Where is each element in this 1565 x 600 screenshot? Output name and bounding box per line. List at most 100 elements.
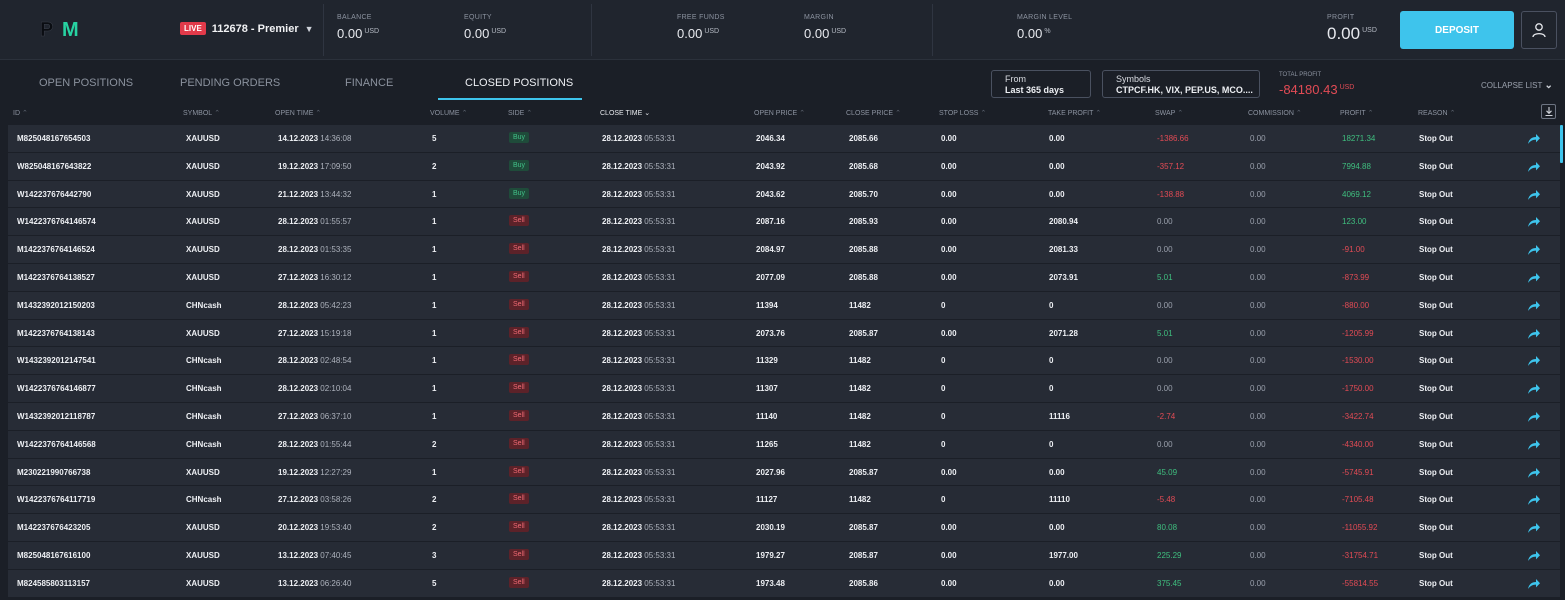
cell-symbol: XAUUSD bbox=[186, 467, 220, 477]
logo-letter-p: P bbox=[40, 19, 54, 42]
close-date: 28.12.2023 bbox=[602, 217, 643, 227]
open-clock: 19:53:40 bbox=[320, 523, 352, 533]
table-row[interactable]: M1422376764138527 XAUUSD 27.12.2023 16:3… bbox=[8, 263, 1560, 292]
cell-swap: -357.12 bbox=[1157, 161, 1185, 171]
table-row[interactable]: M825048167616100 XAUUSD 13.12.2023 07:40… bbox=[8, 541, 1560, 570]
tab-finance[interactable]: FINANCE bbox=[345, 77, 394, 89]
export-download-button[interactable] bbox=[1541, 104, 1556, 119]
tab-open-positions[interactable]: OPEN POSITIONS bbox=[39, 77, 134, 89]
side-badge: Buy bbox=[509, 187, 530, 199]
share-icon[interactable] bbox=[1527, 132, 1541, 150]
column-header-open-price[interactable]: OPEN PRICE ⌃ bbox=[754, 109, 805, 117]
cell-take-profit: 1977.00 bbox=[1049, 550, 1078, 560]
table-row[interactable]: M1422376764146524 XAUUSD 28.12.2023 01:5… bbox=[8, 236, 1560, 264]
column-label: REASON bbox=[1418, 110, 1448, 117]
symbols-filter[interactable]: Symbols CTPCF.HK, VIX, PEP.US, MCO.... bbox=[1102, 70, 1260, 98]
table-row[interactable]: M230221990766738 XAUUSD 19.12.2023 12:27… bbox=[8, 458, 1560, 487]
share-icon[interactable] bbox=[1527, 521, 1541, 539]
open-clock: 06:26:40 bbox=[320, 578, 352, 588]
cell-volume: 1 bbox=[432, 300, 437, 310]
share-icon[interactable] bbox=[1527, 271, 1541, 289]
cell-take-profit: 0.00 bbox=[1049, 161, 1065, 171]
cell-id: W1422376764117719 bbox=[17, 495, 96, 505]
cell-close-price: 11482 bbox=[849, 384, 871, 394]
sort-icon: ⌃ bbox=[1177, 110, 1184, 117]
column-header-stop-loss[interactable]: STOP LOSS ⌃ bbox=[939, 109, 986, 117]
share-icon[interactable] bbox=[1527, 466, 1541, 484]
column-header-commission[interactable]: COMMISSION ⌃ bbox=[1248, 109, 1302, 117]
share-icon[interactable] bbox=[1527, 215, 1541, 233]
table-row[interactable]: W142237676442790 XAUUSD 21.12.2023 13:44… bbox=[8, 180, 1560, 209]
share-icon[interactable] bbox=[1527, 160, 1541, 178]
cell-open-time: 13.12.2023 06:26:40 bbox=[278, 579, 351, 588]
cell-commission: 0.00 bbox=[1250, 300, 1266, 310]
table-row[interactable]: M142237676423205 XAUUSD 20.12.2023 19:53… bbox=[8, 514, 1560, 542]
brand-logo[interactable]: P M bbox=[40, 19, 92, 43]
metric-label: MARGIN LEVEL bbox=[1017, 14, 1073, 21]
close-clock: 05:53:31 bbox=[644, 467, 676, 477]
column-header-swap[interactable]: SWAP ⌃ bbox=[1155, 109, 1183, 117]
close-date: 28.12.2023 bbox=[602, 384, 643, 394]
share-icon[interactable] bbox=[1527, 493, 1541, 511]
cell-symbol: XAUUSD bbox=[186, 245, 220, 255]
tab-closed-positions[interactable]: CLOSED POSITIONS bbox=[465, 77, 574, 89]
table-row[interactable]: W1432392012147541 CHNcash 28.12.2023 02:… bbox=[8, 347, 1560, 376]
table-row[interactable]: M824585803113157 XAUUSD 13.12.2023 06:26… bbox=[8, 569, 1560, 598]
cell-commission: 0.00 bbox=[1250, 384, 1266, 394]
share-icon[interactable] bbox=[1527, 243, 1541, 261]
column-header-open-time[interactable]: OPEN TIME ⌃ bbox=[275, 109, 321, 117]
table-row[interactable]: W1422376764146877 CHNcash 28.12.2023 02:… bbox=[8, 375, 1560, 403]
share-icon[interactable] bbox=[1527, 354, 1541, 372]
tab-pending-orders[interactable]: PENDING ORDERS bbox=[180, 77, 281, 89]
table-row[interactable]: M825048167654503 XAUUSD 14.12.2023 14:36… bbox=[8, 125, 1560, 153]
active-tab-indicator bbox=[438, 98, 582, 100]
cell-close-time: 28.12.2023 05:53:31 bbox=[602, 468, 675, 477]
cell-volume: 2 bbox=[432, 523, 437, 533]
table-row[interactable]: M1422376764138143 XAUUSD 27.12.2023 15:1… bbox=[8, 319, 1560, 348]
column-header-close-price[interactable]: CLOSE PRICE ⌃ bbox=[846, 109, 901, 117]
share-icon[interactable] bbox=[1527, 382, 1541, 400]
share-icon[interactable] bbox=[1527, 410, 1541, 428]
table-row[interactable]: W1422376764146568 CHNcash 28.12.2023 01:… bbox=[8, 430, 1560, 459]
table-row[interactable]: M1432392012150203 CHNcash 28.12.2023 05:… bbox=[8, 291, 1560, 320]
column-header-id[interactable]: ID ⌃ bbox=[13, 109, 28, 117]
cell-take-profit: 11110 bbox=[1049, 495, 1070, 505]
column-header-symbol[interactable]: SYMBOL ⌃ bbox=[183, 109, 220, 117]
cell-stop-loss: 0.00 bbox=[941, 161, 957, 171]
column-header-profit[interactable]: PROFIT ⌃ bbox=[1340, 109, 1374, 117]
column-header-close-time[interactable]: CLOSE TIME ⌄ bbox=[600, 109, 650, 117]
share-icon[interactable] bbox=[1527, 438, 1541, 456]
share-icon[interactable] bbox=[1527, 327, 1541, 345]
table-row[interactable]: W825048167643822 XAUUSD 19.12.2023 17:09… bbox=[8, 152, 1560, 181]
user-profile-button[interactable] bbox=[1521, 11, 1557, 49]
column-header-side[interactable]: SIDE ⌃ bbox=[508, 109, 532, 117]
cell-reason: Stop Out bbox=[1419, 384, 1453, 394]
table-row[interactable]: W1422376764146574 XAUUSD 28.12.2023 01:5… bbox=[8, 208, 1560, 237]
share-icon[interactable] bbox=[1527, 188, 1541, 206]
metric-margin-level: MARGIN LEVEL 0.00% bbox=[1017, 14, 1072, 41]
date-range-filter[interactable]: From Last 365 days bbox=[991, 70, 1091, 98]
table-row[interactable]: W1422376764117719 CHNcash 27.12.2023 03:… bbox=[8, 486, 1560, 515]
share-icon[interactable] bbox=[1527, 299, 1541, 317]
cell-close-time: 28.12.2023 05:53:31 bbox=[602, 356, 675, 365]
open-clock: 15:19:18 bbox=[320, 328, 352, 338]
column-header-volume[interactable]: VOLUME ⌃ bbox=[430, 109, 467, 117]
open-clock: 16:30:12 bbox=[320, 272, 352, 282]
scrollbar-thumb[interactable] bbox=[1560, 125, 1563, 163]
column-header-take-profit[interactable]: TAKE PROFIT ⌃ bbox=[1048, 109, 1101, 117]
table-row[interactable]: W1432392012118787 CHNcash 27.12.2023 06:… bbox=[8, 402, 1560, 431]
cell-take-profit: 2080.94 bbox=[1049, 217, 1078, 227]
share-icon[interactable] bbox=[1527, 577, 1541, 595]
column-header-reason[interactable]: REASON ⌃ bbox=[1418, 109, 1455, 117]
collapse-list-button[interactable]: COLLAPSE LIST ⌄ bbox=[1481, 80, 1553, 91]
account-selector[interactable]: LIVE 112678 - Premier ▼ bbox=[180, 22, 314, 35]
share-icon[interactable] bbox=[1527, 549, 1541, 567]
cell-open-price: 11265 bbox=[756, 439, 778, 449]
cell-reason: Stop Out bbox=[1419, 217, 1453, 227]
cell-volume: 1 bbox=[432, 328, 437, 338]
cell-profit: -3422.74 bbox=[1342, 411, 1374, 421]
close-clock: 05:53:31 bbox=[644, 189, 676, 199]
cell-open-time: 21.12.2023 13:44:32 bbox=[278, 190, 351, 199]
deposit-button[interactable]: DEPOSIT bbox=[1400, 11, 1514, 49]
cell-stop-loss: 0.00 bbox=[941, 550, 957, 560]
